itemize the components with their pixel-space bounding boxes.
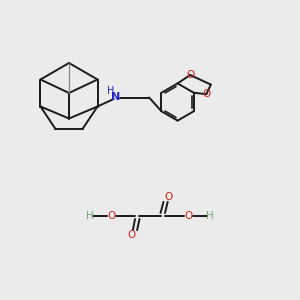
Text: O: O — [165, 192, 173, 203]
Text: H: H — [206, 211, 214, 221]
Text: O: O — [186, 70, 194, 80]
Text: O: O — [202, 89, 210, 99]
Text: O: O — [107, 211, 116, 221]
Text: H: H — [107, 86, 114, 96]
Text: H: H — [86, 211, 94, 221]
Text: O: O — [127, 230, 135, 240]
Text: O: O — [184, 211, 193, 221]
Text: N: N — [112, 92, 121, 103]
